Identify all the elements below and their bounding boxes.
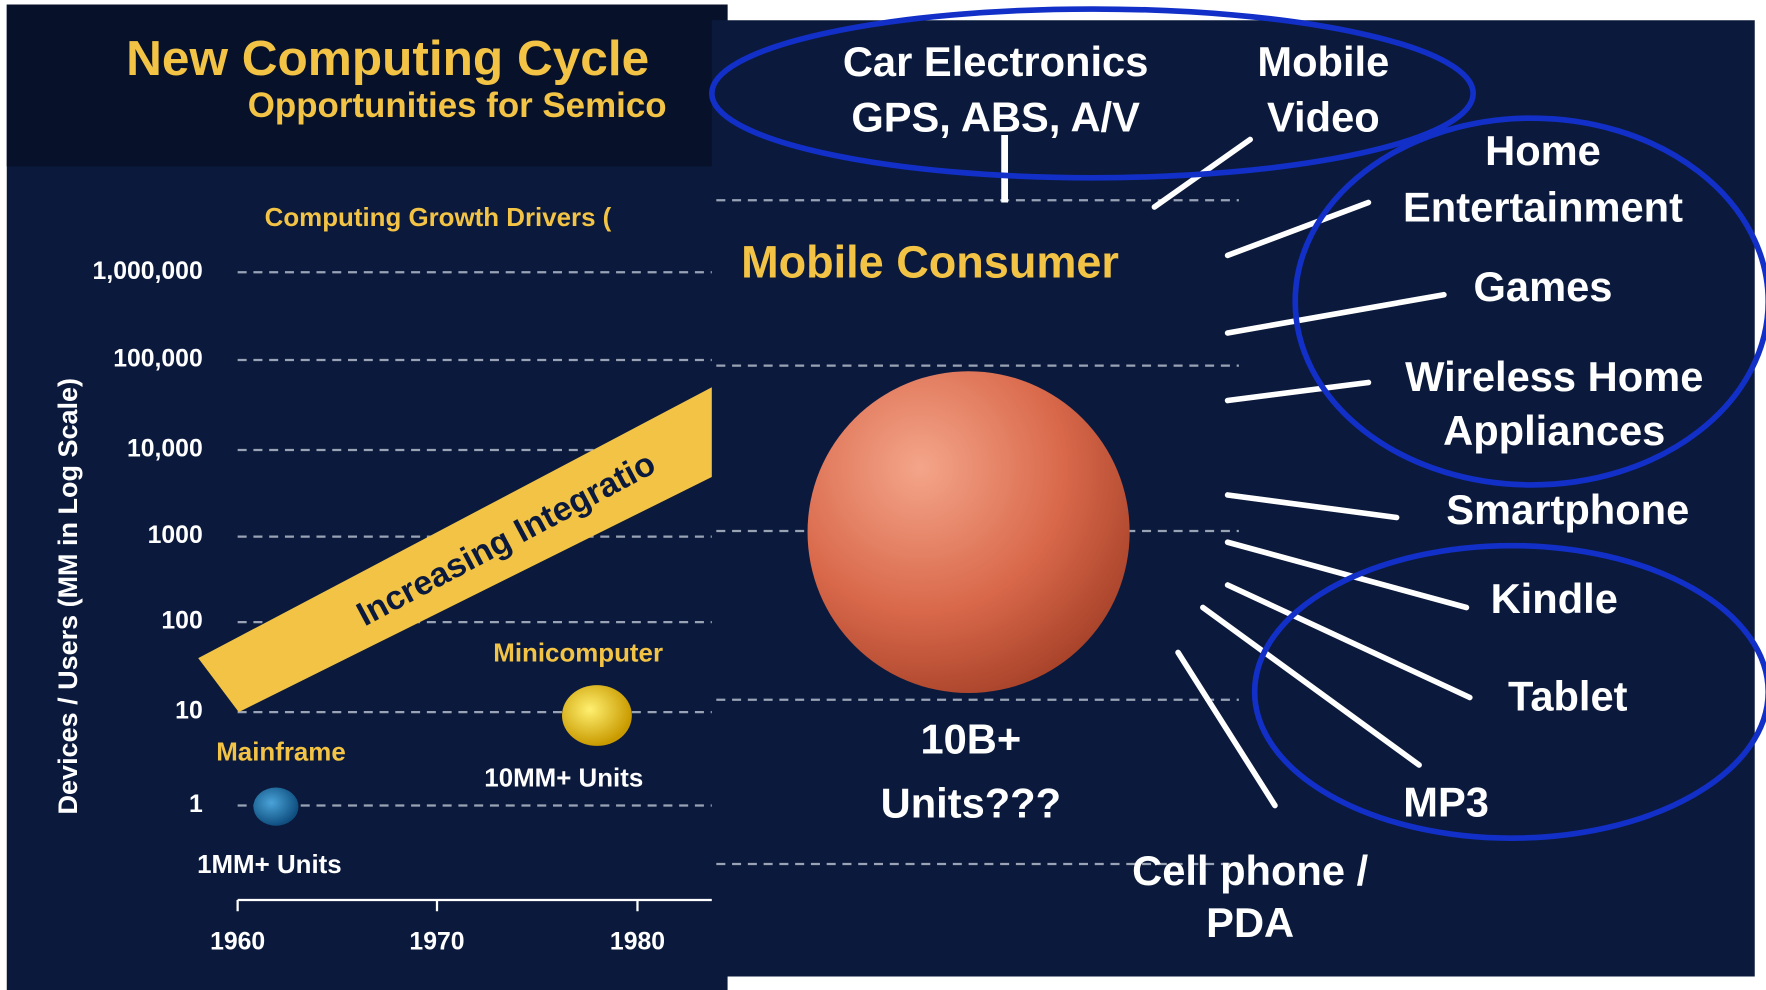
node-units: 1MM+ Units [197, 851, 342, 879]
device-label: Games [1474, 263, 1613, 310]
device-label: Entertainment [1403, 183, 1683, 230]
y-tick-label: 1,000,000 [93, 258, 203, 285]
y-tick-label: 100,000 [113, 346, 203, 373]
sphere [808, 371, 1130, 693]
top-label: Car Electronics [843, 38, 1149, 85]
sphere-label: 10B+ [920, 716, 1021, 763]
node-label: Mainframe [216, 739, 345, 767]
device-label: PDA [1206, 899, 1294, 946]
device-label: Kindle [1491, 575, 1618, 622]
x-tick-label: 1960 [210, 928, 265, 955]
y-tick-label: 1 [189, 791, 203, 818]
top-label: GPS, ABS, A/V [851, 93, 1140, 140]
segment-label: Mobile Consumer [741, 236, 1119, 287]
node-units: 10MM+ Units [484, 764, 643, 792]
y-tick-label: 1000 [148, 522, 203, 549]
slide-subtitle: Opportunities for Semico [248, 86, 667, 125]
device-label: Tablet [1508, 673, 1628, 720]
node-label: Minicomputer [493, 640, 663, 668]
chart-title: Computing Growth Drivers ( [265, 204, 612, 232]
top-label: Video [1267, 93, 1380, 140]
y-tick-label: 10,000 [127, 436, 203, 463]
slide-title: New Computing Cycle [126, 31, 649, 86]
device-label: Cell phone / [1132, 847, 1368, 894]
device-label: Wireless Home [1405, 353, 1703, 400]
mainframe-bubble [253, 788, 298, 826]
device-label: MP3 [1403, 779, 1489, 826]
y-tick-label: 10 [175, 698, 203, 725]
device-label: Home [1485, 127, 1601, 174]
sphere-label: Units??? [881, 780, 1061, 827]
device-label: Smartphone [1446, 486, 1689, 533]
y-axis-label: Devices / Users (MM in Log Scale) [53, 378, 83, 814]
top-label: Mobile [1257, 38, 1389, 85]
page: New Computing Cycle Opportunities for Se… [0, 0, 1766, 990]
y-tick-label: 100 [161, 608, 202, 635]
minicomputer-bubble [562, 685, 632, 746]
device-label: Appliances [1443, 407, 1665, 454]
x-tick-label: 1970 [409, 928, 464, 955]
x-tick-label: 1980 [610, 928, 665, 955]
